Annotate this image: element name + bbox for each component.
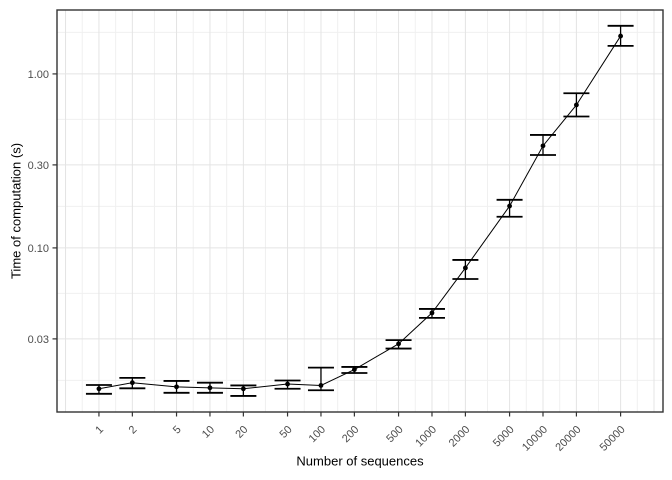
grid-minor [57,10,663,412]
y-axis-title: Time of computation (s) [8,142,24,280]
x-tick-label: 10000 [520,424,550,454]
data-point [96,386,102,392]
data-point [129,380,135,386]
data-point [429,310,435,316]
data-points [96,33,623,392]
data-point [240,386,246,392]
data-point [174,384,179,390]
data-point [540,143,546,149]
x-tick-label: 5000 [491,424,517,450]
x-tick-label: 2 [127,424,140,437]
data-point [318,383,324,388]
y-tick-label: 0.03 [28,334,49,346]
y-tick-label: 0.10 [28,243,49,255]
grid-major [57,10,663,412]
x-tick-label: 50 [278,424,295,441]
x-tick-label: 5 [171,424,184,437]
data-point [396,341,401,347]
x-tick-label: 20 [233,424,250,441]
x-axis-title: Number of sequences [296,453,424,469]
data-point [507,203,512,209]
panel-border [56,9,664,413]
x-tick-label: 10 [200,424,217,441]
x-tick-labels: 1 2 5 10 20 50 100 200 500 1000 2000 5000 10000 20000… [93,424,627,454]
error-bars [85,24,634,397]
data-point [574,102,579,108]
x-tick-label: 100 [307,424,328,445]
data-point [618,33,623,39]
x-tick-label: 500 [384,424,405,445]
data-line [98,35,622,390]
x-tick-label: 1 [93,424,106,437]
y-tick-labels: 0.03 0.10 0.30 1.00 [28,69,49,346]
x-tick-label: 1000 [413,424,439,450]
data-point [462,265,468,271]
x-tick-label: 50000 [598,424,628,454]
x-tick-label: 20000 [553,424,583,454]
y-tick-label: 1.00 [28,69,49,81]
data-point [351,367,357,372]
x-tick-label: 200 [340,424,361,445]
x-tick-label: 2000 [447,424,473,450]
data-point [207,385,213,391]
y-tick-label: 0.30 [28,160,49,172]
data-point [285,381,290,387]
axis-ticks [52,73,622,417]
